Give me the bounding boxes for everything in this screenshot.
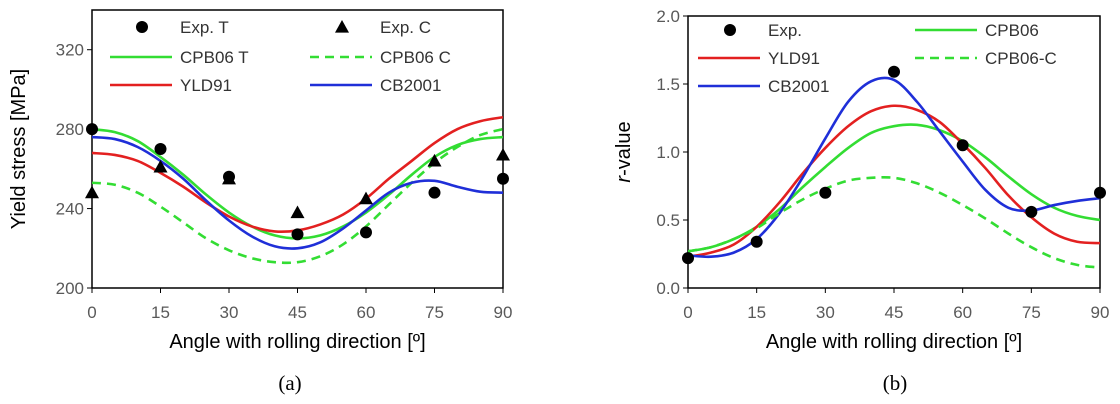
data-point-exp-c [290, 205, 305, 219]
series-line-yld91 [688, 104, 1100, 259]
x-tick-label: 15 [151, 303, 170, 322]
legend-entry: YLD91 [698, 49, 820, 68]
legend-entry: CB2001 [698, 77, 829, 96]
data-point-exp-c [359, 191, 373, 205]
chart-panel-b: 0.0 0.5 1.0 1.5 2.0 0 15 30 45 60 75 90 Angle with r… [613, 7, 1109, 395]
chart-panel-a: 200 240 280 320 0 15 30 45 60 75 90 Angle with roll… [8, 9, 513, 395]
y-tick-label: 2.0 [656, 7, 680, 26]
legend-entry: Exp. [724, 21, 802, 40]
data-point-exp-c [222, 171, 236, 185]
y-tick-label: 0.0 [656, 279, 680, 298]
data-point-exp-t [497, 172, 509, 185]
series-line-cpb06-c [92, 127, 503, 265]
x-axis-title: Angle with rolling direction [º] [169, 331, 425, 353]
x-tick-label: 15 [747, 303, 766, 322]
legend-label: YLD91 [768, 49, 820, 68]
y-tick-label: 1.0 [656, 143, 680, 162]
data-point-exp-t [154, 143, 167, 155]
data-point-exp- [956, 139, 969, 152]
data-point-exp- [682, 252, 694, 265]
legend-entry: CB2001 [310, 76, 441, 95]
data-point-exp- [750, 235, 763, 248]
panel-label: (a) [278, 371, 301, 395]
legend-label: Exp. C [380, 18, 431, 37]
legend-entry: CPB06-C [915, 49, 1057, 68]
legend-label: CPB06 T [180, 48, 249, 67]
data-point-exp-t [360, 226, 372, 239]
legend-entry: CPB06 T [110, 48, 249, 67]
data-point-exp-c [496, 147, 510, 161]
legend-marker [724, 24, 736, 36]
legend-marker [136, 21, 148, 33]
y-axis-title-rest: -value [613, 121, 635, 175]
legend-entry: Exp. T [136, 18, 229, 37]
y-tick-label: 240 [56, 200, 84, 219]
legend-label: Exp. T [180, 18, 229, 37]
legend-entry: CPB06 C [310, 48, 451, 67]
data-point-exp- [819, 186, 832, 199]
legend-entry: Exp. C [335, 18, 431, 37]
data-point-exp-c [427, 153, 442, 167]
x-tick-label: 90 [1091, 303, 1110, 322]
legend-entry: CPB06 [915, 21, 1039, 40]
panel-label: (b) [883, 371, 908, 395]
legend-label: YLD91 [180, 76, 232, 95]
legend-marker [335, 20, 349, 33]
x-tick-label: 60 [953, 303, 972, 322]
legend-label: Exp. [768, 21, 802, 40]
y-tick-label: 0.5 [656, 211, 680, 230]
y-axis-title: r-value [613, 121, 635, 182]
legend-label: CPB06-C [985, 49, 1057, 68]
y-tick-label: 200 [56, 279, 84, 298]
x-tick-label: 30 [220, 303, 239, 322]
x-tick-label: 0 [87, 303, 96, 322]
legend-label: CB2001 [380, 76, 441, 95]
data-point-exp-c [85, 185, 99, 199]
x-tick-label: 75 [425, 303, 444, 322]
y-tick-label: 320 [56, 41, 84, 60]
series-line-cpb06-c [688, 176, 1100, 269]
data-point-exp-c [153, 159, 168, 173]
legend-label: CPB06 [985, 21, 1039, 40]
data-point-exp- [1025, 205, 1038, 218]
x-tick-label: 45 [288, 303, 307, 322]
x-tick-label: 60 [357, 303, 376, 322]
y-axis-title-italic: r [613, 175, 635, 183]
x-tick-label: 75 [1022, 303, 1041, 322]
data-point-exp-t [291, 228, 304, 241]
data-point-exp-t [428, 186, 441, 199]
data-point-exp- [1094, 186, 1106, 199]
x-tick-label: 30 [816, 303, 835, 322]
y-tick-label: 1.5 [656, 75, 680, 94]
x-tick-label: 45 [885, 303, 904, 322]
y-tick-label: 280 [56, 120, 84, 139]
data-point-exp- [888, 65, 900, 78]
x-axis-title: Angle with rolling direction [º] [766, 331, 1022, 353]
x-tick-label: 0 [683, 303, 692, 322]
legend-label: CPB06 C [380, 48, 451, 67]
legend-entry: YLD91 [110, 76, 232, 95]
data-point-exp-t [86, 123, 98, 136]
x-tick-label: 90 [494, 303, 513, 322]
legend-label: CB2001 [768, 77, 829, 96]
series-line-cpb06-t [92, 127, 503, 240]
y-axis-title: Yield stress [MPa] [8, 69, 30, 229]
